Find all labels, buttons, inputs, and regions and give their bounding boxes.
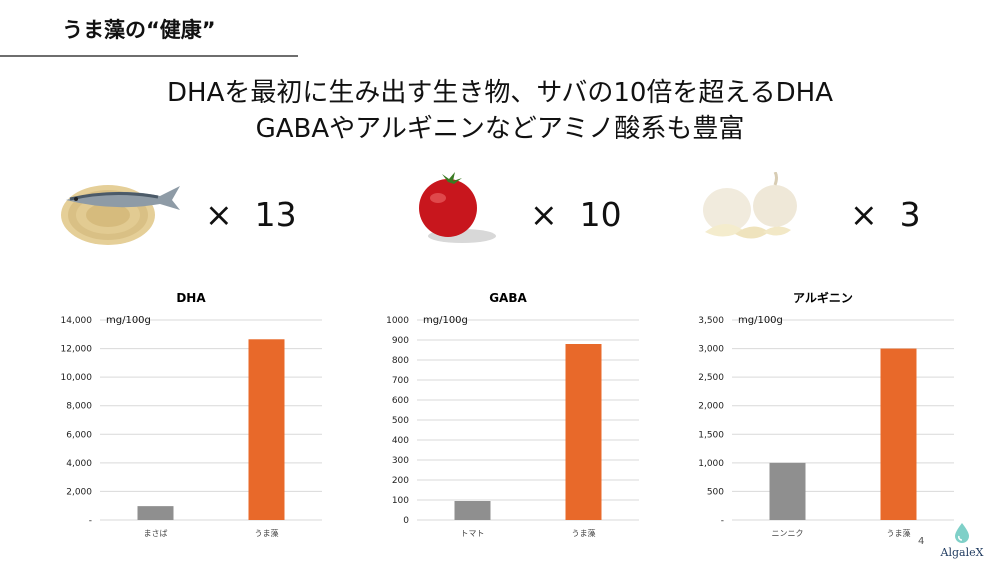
slide-title: うま藻の“健康” [62,18,216,42]
y-tick-label: 1000 [386,316,409,326]
unit-label: mg/100g [106,315,151,326]
y-tick-label: 0 [403,516,409,526]
y-tick-label: 300 [392,456,409,466]
garlic-image [695,171,805,251]
y-tick-label: 2,000 [698,402,724,412]
y-tick-label: - [89,516,92,526]
y-tick-label: 8,000 [66,402,92,412]
multiplier-dha: × 13 [205,195,297,234]
unit-label: mg/100g [738,315,783,326]
chart-gaba-svg: GABA 0 100 200 300 400 500 600 700 800 900 1000 mg/1… [386,291,639,538]
page-number: 4 [918,536,925,547]
chart-arginine: アルギニン - 500 1,000 1,500 2,000 2,500 3,000 3,500 m… [672,282,962,544]
bar-umamo [880,348,917,520]
bar-reference [137,506,174,520]
y-tick-label: 800 [392,356,409,366]
y-tick-label: 6,000 [66,430,92,440]
y-tick-label: 4,000 [66,459,92,469]
chart-dha: DHA - 2,000 4,000 6,000 8,000 10,000 12,000 14,0… [40,282,330,544]
mackerel-image [58,170,183,254]
x-category-label: うま藻 [572,528,596,538]
y-tick-label: 900 [392,336,409,346]
y-tick-label: 600 [392,396,409,406]
algalex-logo: AlgaleX [930,522,994,559]
x-category-label: トマト [461,529,485,538]
bar-umamo [565,344,602,520]
y-tick-label: 2,500 [698,373,724,383]
chart-gaba: GABA 0 100 200 300 400 500 600 700 800 900 1000 mg/1… [357,282,647,544]
tomato-image [412,168,497,252]
x-category-label: ニンニク [772,529,804,538]
y-tick-label: 1,000 [698,459,724,469]
y-tick-label: 3,000 [698,345,724,355]
x-category-label: まさば [144,529,168,538]
y-tick-label: 500 [392,416,409,426]
chart-title: GABA [489,291,527,305]
y-tick-label: 100 [392,496,409,506]
y-tick-label: - [721,516,724,526]
logo-text: AlgaleX [940,546,984,559]
y-tick-label: 500 [707,487,724,497]
y-tick-label: 700 [392,376,409,386]
unit-label: mg/100g [423,315,468,326]
multiplier-arginine: × 3 [850,195,921,234]
x-category-label: うま藻 [887,528,911,538]
water-drop-icon [955,523,969,543]
y-tick-label: 10,000 [61,373,93,383]
bar-reference [769,462,806,520]
chart-title: アルギニン [793,290,853,305]
headline-line-2: GABAやアルギニンなどアミノ酸系も豊富 [255,114,745,144]
bar-reference [454,501,491,520]
y-tick-label: 2,000 [66,487,92,497]
chart-arginine-svg: アルギニン - 500 1,000 1,500 2,000 2,500 3,000 3,500 m… [698,290,954,538]
bar-umamo [248,339,285,520]
chart-title: DHA [176,291,206,305]
y-tick-label: 1,500 [698,430,724,440]
title-underline [0,55,298,57]
x-category-label: うま藻 [255,528,279,538]
y-tick-label: 12,000 [61,345,93,355]
headline-line-1: DHAを最初に生み出す生き物、サバの10倍を超えるDHA [167,78,833,108]
y-tick-label: 3,500 [698,316,724,326]
chart-dha-svg: DHA - 2,000 4,000 6,000 8,000 10,000 12,000 14,0… [61,291,322,538]
multiplier-gaba: × 10 [530,195,622,234]
y-tick-label: 14,000 [61,316,93,326]
y-tick-label: 400 [392,436,409,446]
y-tick-label: 200 [392,476,409,486]
